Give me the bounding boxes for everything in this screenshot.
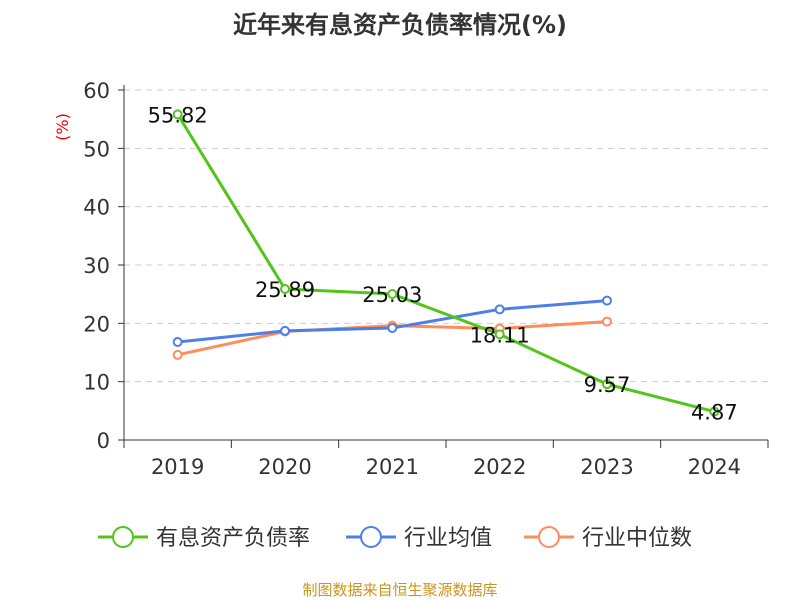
data-label: 55.82: [148, 103, 208, 127]
y-tick-label: 60: [83, 79, 110, 103]
source-note: 制图数据来自恒生聚源数据库: [302, 581, 497, 599]
data-label: 4.87: [691, 401, 738, 425]
y-tick-label: 40: [83, 196, 110, 220]
data-point: [387, 323, 398, 333]
x-tick-label: 2023: [580, 455, 633, 479]
legend-label: 行业中位数: [582, 526, 692, 551]
data-point: [709, 406, 720, 417]
y-tick-label: 20: [83, 312, 110, 336]
x-tick-label: 2019: [151, 455, 204, 479]
data-point: [602, 379, 612, 390]
chart-title: 近年来有息资产负债率情况(%): [233, 11, 567, 39]
y-tick-label: 0: [97, 429, 110, 453]
x-tick-label: 2020: [258, 455, 311, 479]
data-label: 9.57: [584, 373, 631, 397]
x-tick-label: 2022: [473, 455, 526, 479]
x-tick-label: 2021: [366, 455, 419, 479]
data-label: 18.11: [470, 323, 530, 347]
data-label: 25.03: [362, 283, 422, 307]
y-tick-label: 50: [83, 137, 110, 161]
legend-marker: [112, 526, 134, 548]
data-point: [280, 325, 290, 336]
series-line: [176, 113, 715, 414]
data-point: [280, 283, 290, 294]
data-point: [494, 304, 505, 315]
legend-marker: [538, 526, 560, 548]
y-tick-label: 10: [83, 371, 110, 395]
x-tick-label: 2024: [688, 455, 741, 479]
data-point: [172, 337, 183, 347]
data-point: [172, 109, 183, 120]
legend-label: 行业均值: [404, 526, 492, 551]
data-point: [602, 316, 612, 327]
legend-marker: [360, 526, 382, 548]
data-point: [172, 349, 183, 360]
data-point: [494, 329, 505, 340]
y-tick-label: 30: [83, 254, 110, 278]
data-point: [602, 295, 612, 306]
data-point: [387, 288, 398, 299]
data-label: 25.89: [255, 278, 315, 302]
y-axis-label: (%): [53, 113, 72, 141]
legend-label: 有息资产负债率: [156, 526, 310, 551]
